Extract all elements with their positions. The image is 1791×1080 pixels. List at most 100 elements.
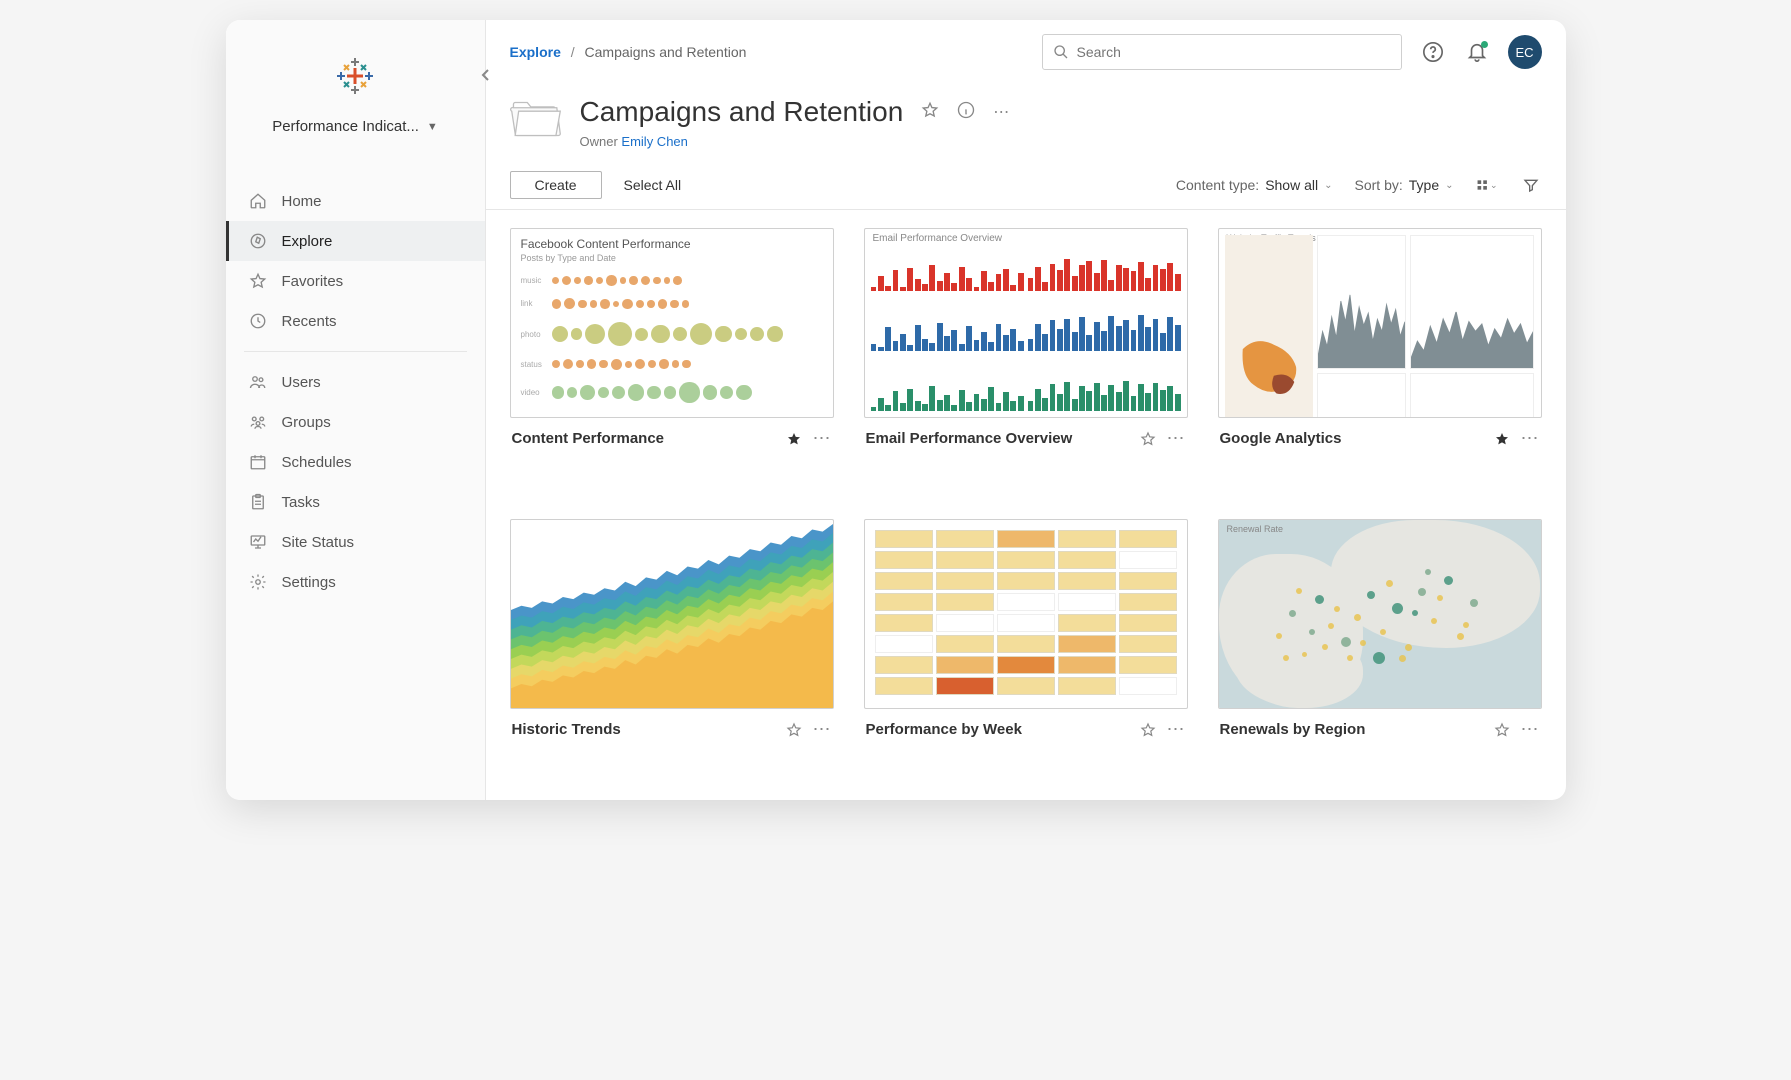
card-menu-button[interactable]: ⋯ — [1521, 719, 1540, 740]
search-box[interactable] — [1042, 34, 1402, 70]
sidebar-collapse-button[interactable] — [476, 60, 496, 90]
card-menu-button[interactable]: ⋯ — [813, 719, 832, 740]
workbook-title[interactable]: Performance by Week — [866, 721, 1129, 738]
sidebar-item-groups[interactable]: Groups — [226, 402, 485, 442]
thumb-title: Email Performance Overview — [873, 233, 1002, 244]
clipboard-icon — [248, 492, 268, 512]
page-header: Campaigns and Retention ⋯ Owner Emily Ch… — [486, 80, 1566, 157]
chevron-down-icon: ⌄ — [1445, 180, 1453, 191]
calendar-icon — [248, 452, 268, 472]
groups-icon — [248, 412, 268, 432]
more-actions-button[interactable]: ⋯ — [993, 102, 1009, 122]
user-avatar[interactable]: EC — [1508, 35, 1542, 69]
star-button[interactable] — [785, 721, 803, 739]
favorite-page-button[interactable] — [921, 101, 939, 124]
workbook-card: Email Performance Overview Email Perform… — [864, 228, 1188, 491]
chevron-down-icon: ⌄ — [1324, 180, 1332, 191]
card-menu-button[interactable]: ⋯ — [813, 428, 832, 449]
card-menu-button[interactable]: ⋯ — [1167, 428, 1186, 449]
sidebar-item-explore[interactable]: Explore — [226, 221, 485, 261]
nav-label: Schedules — [282, 454, 352, 471]
clock-icon — [248, 311, 268, 331]
workbook-title[interactable]: Email Performance Overview — [866, 430, 1129, 447]
workbook-card: Renewal Rate Renewals by Region ⋯ — [1218, 519, 1542, 782]
page-title: Campaigns and Retention — [580, 96, 904, 128]
nav-label: Favorites — [282, 273, 344, 290]
chevron-down-icon: ▼ — [427, 121, 438, 133]
monitor-icon — [248, 532, 268, 552]
gear-icon — [248, 572, 268, 592]
star-button[interactable] — [1493, 721, 1511, 739]
workbook-card: Facebook Content Performance Posts by Ty… — [510, 228, 834, 491]
content-toolbar: Create Select All Content type: Show all… — [486, 157, 1566, 210]
project-selector[interactable]: Performance Indicat... ▼ — [264, 114, 446, 139]
star-button[interactable] — [1493, 430, 1511, 448]
folder-icon — [510, 96, 562, 142]
breadcrumb-root-link[interactable]: Explore — [510, 44, 561, 60]
sidebar: Performance Indicat... ▼ Home Explore — [226, 20, 486, 800]
info-button[interactable] — [957, 101, 975, 124]
nav-label: Recents — [282, 313, 337, 330]
card-menu-button[interactable]: ⋯ — [1167, 719, 1186, 740]
filter-button[interactable] — [1520, 174, 1542, 196]
notification-dot-icon — [1481, 41, 1488, 48]
content-type-value: Show all — [1265, 177, 1318, 193]
nav-label: Settings — [282, 574, 336, 591]
main-content: Explore / Campaigns and Retention EC — [486, 20, 1566, 800]
select-all-button[interactable]: Select All — [624, 177, 682, 193]
thumb-title: Facebook Content Performance — [521, 237, 823, 251]
card-menu-button[interactable]: ⋯ — [1521, 428, 1540, 449]
topbar: Explore / Campaigns and Retention EC — [486, 20, 1566, 80]
sidebar-item-users[interactable]: Users — [226, 362, 485, 402]
workbook-thumbnail[interactable] — [510, 519, 834, 709]
nav-label: Users — [282, 374, 321, 391]
sidebar-item-schedules[interactable]: Schedules — [226, 442, 485, 482]
view-mode-button[interactable]: ⌄ — [1476, 174, 1498, 196]
workbook-title[interactable]: Renewals by Region — [1220, 721, 1483, 738]
content-type-filter[interactable]: Content type: Show all ⌄ — [1176, 177, 1333, 193]
nav-label: Site Status — [282, 534, 355, 551]
star-button[interactable] — [785, 430, 803, 448]
workbook-thumbnail[interactable] — [864, 519, 1188, 709]
workbook-title[interactable]: Google Analytics — [1220, 430, 1483, 447]
sidebar-item-home[interactable]: Home — [226, 181, 485, 221]
notifications-button[interactable] — [1464, 39, 1490, 65]
sidebar-nav: Home Explore Favorites Recents — [226, 181, 485, 602]
workbook-title[interactable]: Content Performance — [512, 430, 775, 447]
thumb-subtitle: Posts by Type and Date — [521, 253, 823, 263]
star-icon — [248, 271, 268, 291]
sidebar-item-settings[interactable]: Settings — [226, 562, 485, 602]
workbook-thumbnail[interactable]: Facebook Content Performance Posts by Ty… — [510, 228, 834, 418]
star-button[interactable] — [1139, 721, 1157, 739]
star-button[interactable] — [1139, 430, 1157, 448]
project-selector-label: Performance Indicat... — [272, 118, 419, 135]
home-icon — [248, 191, 268, 211]
sidebar-item-recents[interactable]: Recents — [226, 301, 485, 341]
content-grid: Facebook Content Performance Posts by Ty… — [486, 210, 1566, 800]
nav-label: Explore — [282, 233, 333, 250]
workbook-card: Historic Trends ⋯ — [510, 519, 834, 782]
nav-label: Groups — [282, 414, 331, 431]
sidebar-item-site-status[interactable]: Site Status — [226, 522, 485, 562]
owner-link[interactable]: Emily Chen — [621, 134, 687, 149]
workbook-title[interactable]: Historic Trends — [512, 721, 775, 738]
workbook-thumbnail[interactable]: Website Traffic Trends — [1218, 228, 1542, 418]
sidebar-item-tasks[interactable]: Tasks — [226, 482, 485, 522]
breadcrumb-current: Campaigns and Retention — [585, 44, 747, 60]
tableau-logo-icon — [335, 56, 375, 96]
breadcrumb: Explore / Campaigns and Retention — [510, 44, 747, 60]
workbook-thumbnail[interactable]: Email Performance Overview — [864, 228, 1188, 418]
help-button[interactable] — [1420, 39, 1446, 65]
users-icon — [248, 372, 268, 392]
chevron-down-icon: ⌄ — [1490, 180, 1498, 191]
sidebar-item-favorites[interactable]: Favorites — [226, 261, 485, 301]
workbook-card: Website Traffic Trends Google Analytics … — [1218, 228, 1542, 491]
sort-by-label: Sort by: — [1355, 177, 1403, 193]
workbook-thumbnail[interactable]: Renewal Rate — [1218, 519, 1542, 709]
create-button[interactable]: Create — [510, 171, 602, 199]
search-icon — [1053, 44, 1069, 60]
compass-icon — [248, 231, 268, 251]
sort-by-value: Type — [1409, 177, 1439, 193]
search-input[interactable] — [1077, 44, 1391, 60]
sort-by-filter[interactable]: Sort by: Type ⌄ — [1355, 177, 1454, 193]
